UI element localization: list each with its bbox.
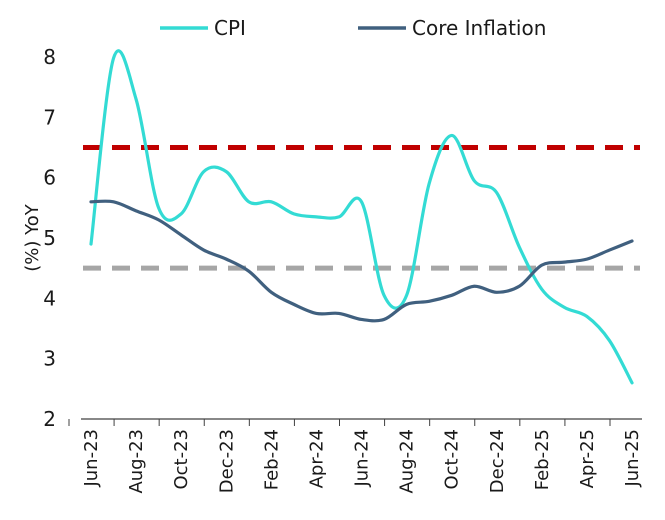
y-axis-label: (%) YoY bbox=[22, 203, 43, 271]
x-tick-label: Feb-25 bbox=[532, 429, 553, 490]
legend: CPI Core Inflation bbox=[160, 16, 546, 40]
y-tick-label: 8 bbox=[43, 45, 56, 69]
x-tick-label: Dec-23 bbox=[216, 429, 237, 493]
y-tick-label: 3 bbox=[43, 347, 56, 371]
x-tick-label: Jun-23 bbox=[81, 429, 102, 488]
legend-label-core-inflation: Core Inflation bbox=[412, 16, 546, 40]
x-tick-label: Aug-24 bbox=[397, 429, 418, 494]
x-tick-label: Jun-25 bbox=[622, 429, 643, 488]
x-tick-label: Oct-23 bbox=[171, 429, 192, 490]
y-axis: 2 3 4 5 6 7 8 bbox=[43, 45, 56, 431]
x-tick-label: Dec-24 bbox=[487, 429, 508, 493]
x-axis: Jun-23 Aug-23 Oct-23 Dec-23 Feb-24 Apr-24 Jun-… bbox=[68, 418, 643, 494]
x-tick-label: Feb-24 bbox=[261, 429, 282, 490]
legend-label-cpi: CPI bbox=[214, 16, 246, 40]
y-tick-label: 7 bbox=[43, 105, 56, 129]
y-tick-label: 4 bbox=[43, 286, 56, 310]
reference-lines bbox=[83, 145, 640, 271]
y-tick-label: 5 bbox=[43, 226, 56, 250]
x-tick-label: Apr-24 bbox=[306, 429, 327, 488]
y-tick-label: 6 bbox=[43, 166, 56, 190]
x-tick-label: Jun-24 bbox=[352, 429, 373, 488]
series-lines bbox=[89, 49, 634, 385]
cpi-line bbox=[89, 49, 634, 385]
x-tick-label: Apr-25 bbox=[577, 429, 598, 488]
core-inflation-line bbox=[89, 199, 634, 323]
x-tick-label: Aug-23 bbox=[126, 429, 147, 494]
x-tick-label: Oct-24 bbox=[442, 429, 463, 490]
y-tick-label: 2 bbox=[43, 407, 56, 431]
